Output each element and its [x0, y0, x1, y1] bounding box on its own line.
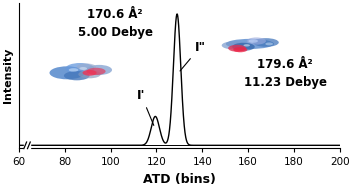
Ellipse shape: [226, 39, 274, 49]
Ellipse shape: [49, 66, 85, 79]
Text: 170.6 Å²
5.00 Debye: 170.6 Å² 5.00 Debye: [78, 8, 153, 39]
Ellipse shape: [83, 70, 97, 76]
Text: I': I': [137, 89, 154, 125]
Ellipse shape: [69, 68, 78, 72]
Ellipse shape: [228, 45, 246, 52]
X-axis label: ATD (bins): ATD (bins): [143, 173, 216, 186]
Ellipse shape: [232, 43, 255, 51]
Ellipse shape: [64, 71, 90, 80]
Ellipse shape: [66, 63, 94, 74]
Text: 179.6 Å²
11.23 Debye: 179.6 Å² 11.23 Debye: [244, 58, 327, 89]
Ellipse shape: [265, 43, 273, 45]
Ellipse shape: [244, 44, 250, 46]
Ellipse shape: [77, 64, 96, 71]
Ellipse shape: [233, 47, 247, 52]
Ellipse shape: [222, 41, 246, 49]
Ellipse shape: [253, 38, 279, 47]
Ellipse shape: [78, 70, 101, 78]
Ellipse shape: [248, 39, 258, 43]
Ellipse shape: [86, 65, 112, 75]
Y-axis label: Intensity: Intensity: [4, 48, 13, 103]
Ellipse shape: [86, 68, 106, 75]
Ellipse shape: [79, 67, 87, 70]
Text: I": I": [180, 41, 205, 71]
Ellipse shape: [247, 37, 266, 45]
